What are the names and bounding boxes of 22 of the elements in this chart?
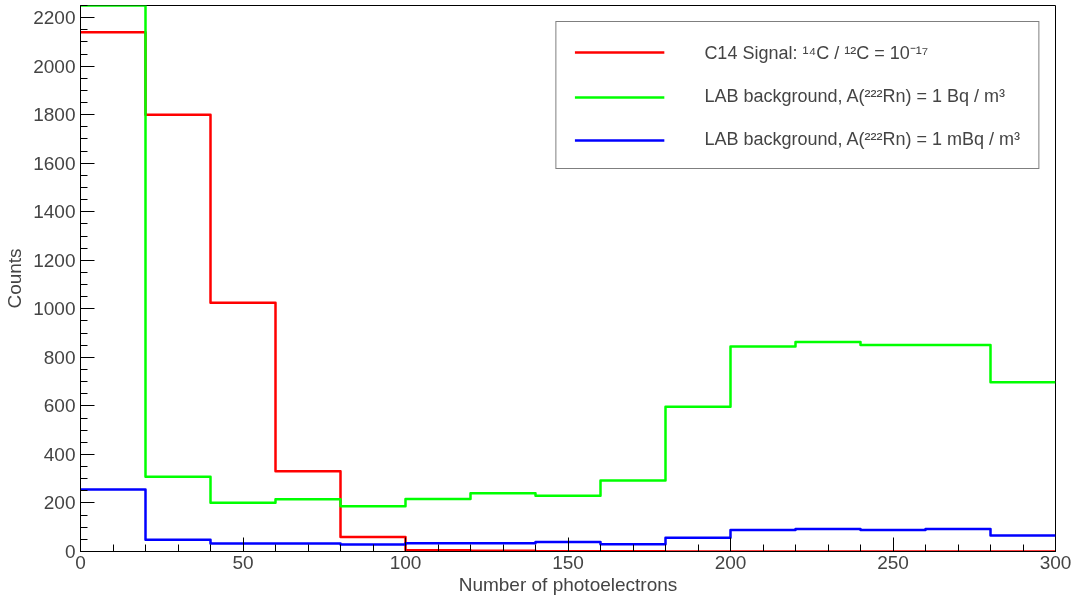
x-tick-label: 150 xyxy=(552,551,584,573)
legend-label: C14 Signal: ¹⁴C / ¹²C = 10⁻¹⁷ xyxy=(704,42,929,64)
y-tick-label: 1800 xyxy=(33,104,76,126)
legend-label: LAB background, A(²²²Rn) = 1 Bq / m³ xyxy=(704,86,1005,107)
y-tick-label: 1400 xyxy=(33,201,76,223)
x-tick-label: 50 xyxy=(232,551,254,573)
y-tick-label: 1000 xyxy=(33,298,76,320)
y-tick-label: 800 xyxy=(43,346,76,368)
x-tick-label: 100 xyxy=(389,551,422,573)
legend-label: LAB background, A(²²²Rn) = 1 mBq / m³ xyxy=(704,129,1020,150)
y-tick-label: 400 xyxy=(43,443,76,465)
y-tick-label: 1600 xyxy=(33,152,76,174)
x-tick-label: 300 xyxy=(1039,551,1072,573)
x-tick-label: 200 xyxy=(714,551,747,573)
y-tick-label: 200 xyxy=(43,492,76,514)
y-axis-title: Counts xyxy=(4,248,26,309)
y-tick-label: 1200 xyxy=(33,249,76,271)
x-tick-label: 250 xyxy=(877,551,909,573)
y-tick-label: 2000 xyxy=(33,55,76,77)
y-tick-label: 2200 xyxy=(33,7,76,29)
x-axis-title: Number of photoelectrons xyxy=(458,573,678,595)
y-tick-label: 600 xyxy=(43,395,76,417)
